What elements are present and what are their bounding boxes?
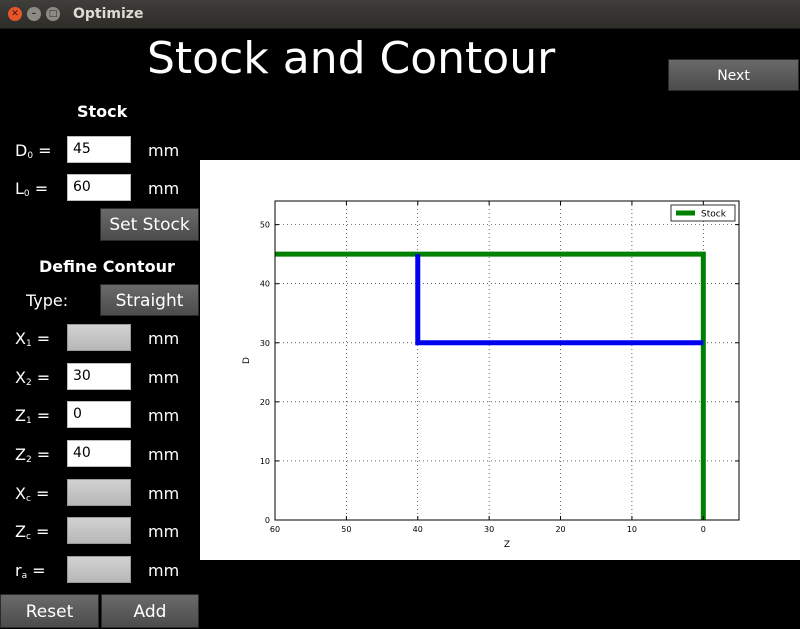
y-axis-label: D [242,357,252,364]
set-stock-button[interactable]: Set Stock [100,208,199,241]
x-axis-label: Z [504,540,510,550]
x2-unit: mm [148,368,180,387]
x-tick-label: 40 [413,525,423,534]
series-line-stock [275,251,706,520]
z1-label: Z1 = [15,406,51,426]
x1-input [67,324,131,351]
stock-heading: Stock [77,102,128,121]
contour-chart: 60 50 40 30 20 10 0 0 10 20 30 40 50 Z D Stock [242,200,740,550]
x-tick-label: 50 [341,525,351,534]
y-tick-label: 50 [260,221,270,230]
series-line-contour [415,254,704,346]
plot-frame [274,200,740,521]
xc-unit: mm [148,484,180,503]
legend-box [670,204,736,222]
z2-unit: mm [148,445,180,464]
window-title: Optimize [73,6,144,22]
window-titlebar: ✕ – □ Optimize [0,0,800,29]
x1-unit: mm [148,329,180,348]
y-tick-label: 20 [260,398,270,407]
l0-input[interactable]: 60 [67,174,131,201]
z1-input[interactable]: 0 [67,401,131,428]
ra-label: ra = [15,561,46,581]
maximize-window-button[interactable]: □ [46,7,60,21]
next-button[interactable]: Next [668,59,799,91]
d0-unit: mm [148,141,180,160]
z2-label: Z2 = [15,445,51,465]
zc-unit: mm [148,522,180,541]
xc-input [67,479,131,506]
x2-input[interactable]: 30 [67,363,131,390]
close-window-button[interactable]: ✕ [8,7,22,21]
page-title: Stock and Contour [147,33,556,84]
reset-button[interactable]: Reset [0,594,99,628]
type-label: Type: [26,291,69,310]
y-tick-label: 30 [260,339,270,348]
x2-label: X2 = [15,368,51,388]
ra-input [67,556,131,583]
plot-panel: 60 50 40 30 20 10 0 0 10 20 30 40 50 Z D Stock [200,160,800,560]
legend-label: Stock [701,210,727,220]
zc-label: Zc = [15,522,50,542]
y-tick-label: 0 [265,516,270,525]
y-tick-label: 10 [260,457,270,466]
x-tick-label: 20 [555,525,565,534]
y-tick-label: 40 [260,280,270,289]
zc-input [67,517,131,544]
d0-input[interactable]: 45 [67,136,131,163]
x-tick-label: 60 [270,525,280,534]
add-button[interactable]: Add [101,594,199,628]
d0-label: D0 = [15,141,52,161]
contour-type-select[interactable]: Straight [100,284,199,316]
l0-label: L0 = [15,179,49,199]
minimize-window-button[interactable]: – [27,7,41,21]
x1-label: X1 = [15,329,51,349]
z2-input[interactable]: 40 [67,440,131,467]
x-tick-label: 10 [627,525,637,534]
define-contour-heading: Define Contour [39,257,175,276]
l0-unit: mm [148,179,180,198]
z1-unit: mm [148,406,180,425]
ra-unit: mm [148,561,180,580]
xc-label: Xc = [15,484,50,504]
x-tick-label: 0 [701,525,706,534]
x-tick-label: 30 [484,525,494,534]
